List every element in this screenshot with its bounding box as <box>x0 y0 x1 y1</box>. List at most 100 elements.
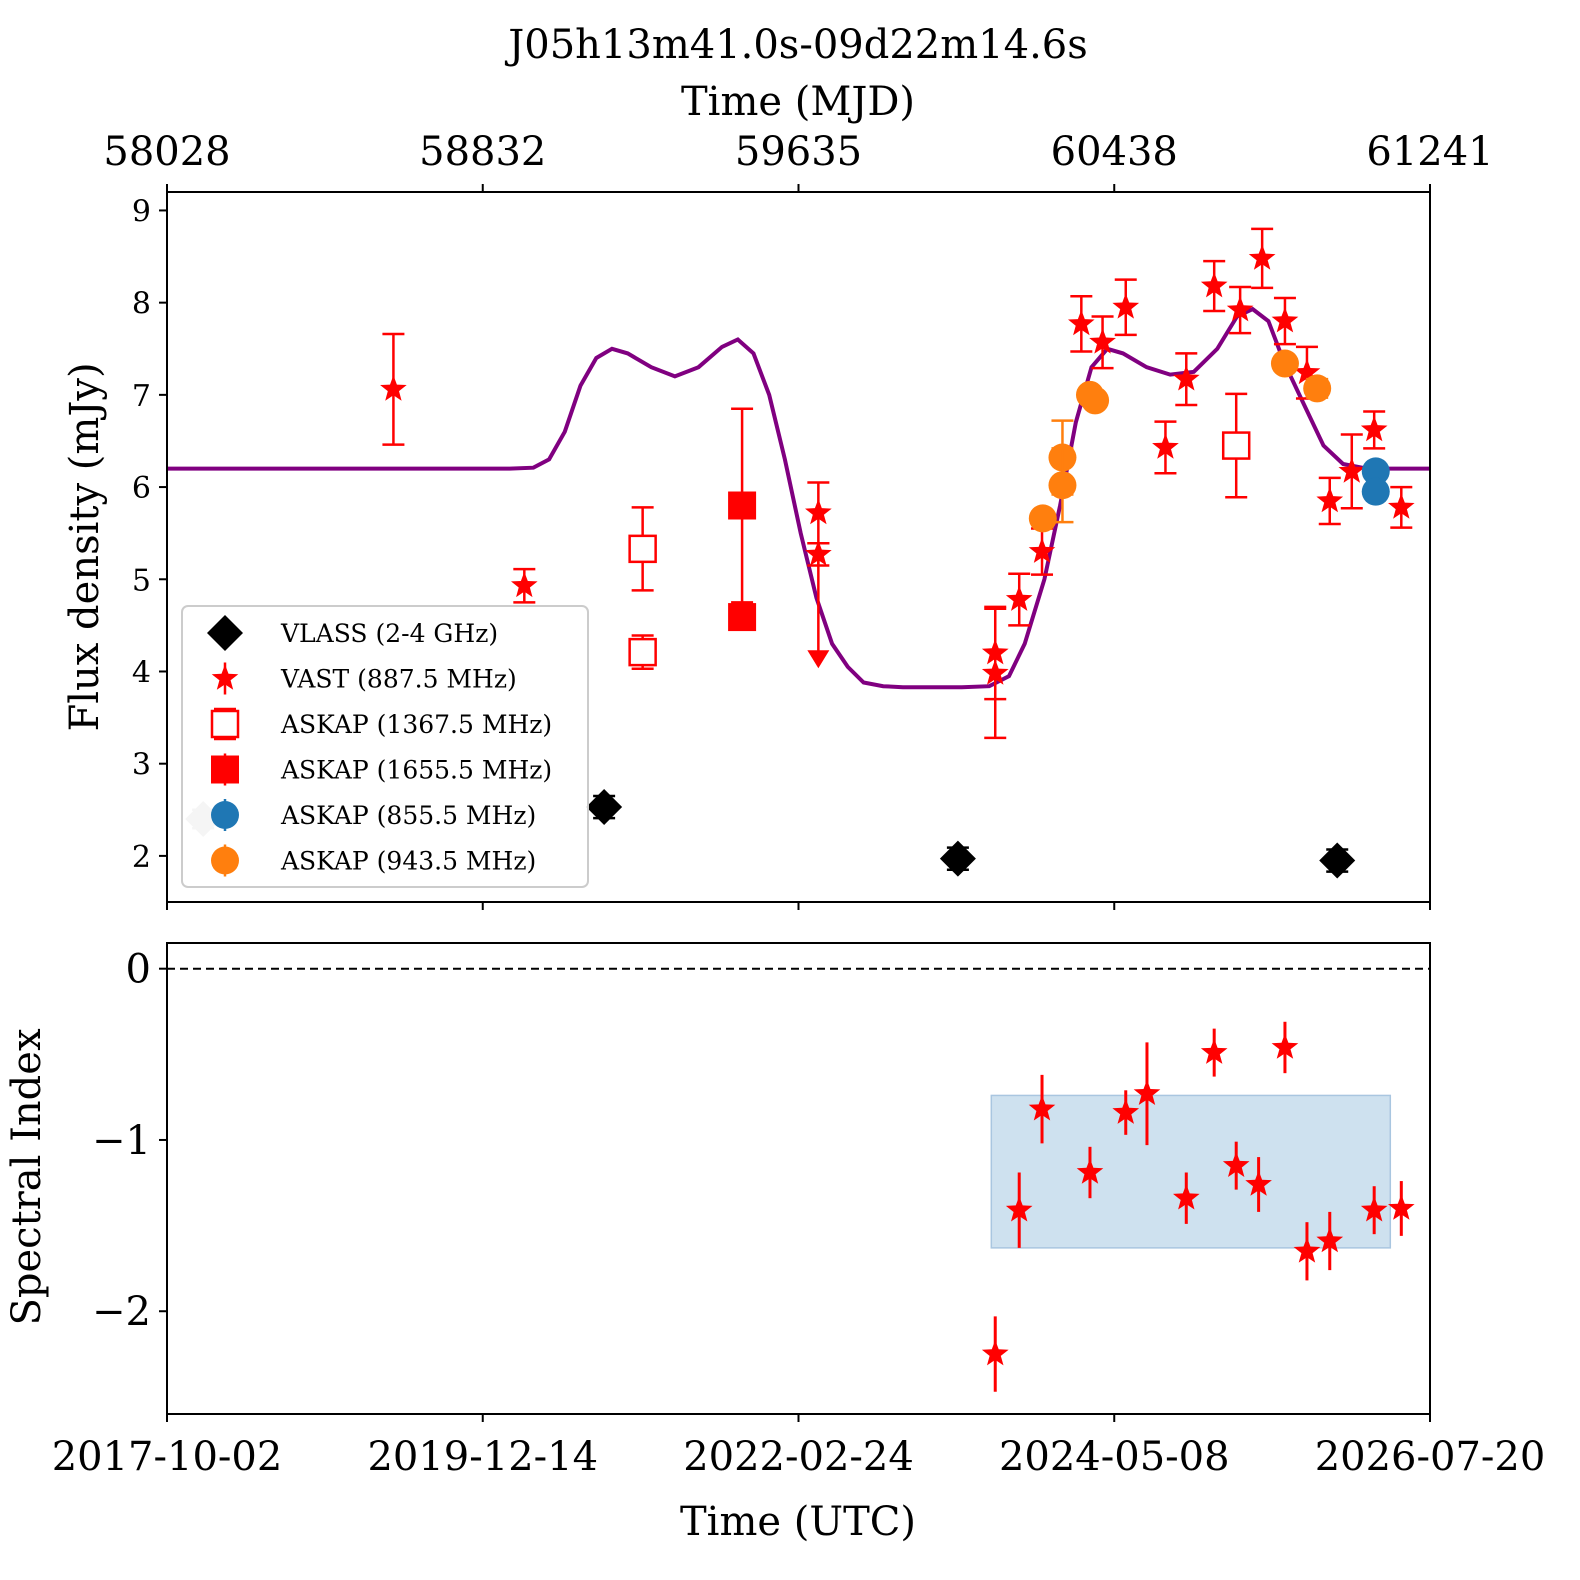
spectral-point <box>1133 1079 1161 1105</box>
data-point <box>1338 457 1366 483</box>
data-point <box>1303 374 1332 403</box>
legend-label: ASKAP (855.5 MHz) <box>280 801 536 830</box>
data-point <box>1028 537 1056 563</box>
data-point <box>1388 493 1415 519</box>
data-point <box>1248 244 1276 270</box>
utc-tick-label: 2024-05-08 <box>999 1434 1230 1480</box>
spectral-point <box>1200 1038 1228 1064</box>
data-point <box>1048 471 1077 500</box>
spectral-point <box>1005 1196 1033 1222</box>
data-point <box>1316 486 1344 513</box>
spectral-y-tick-label: −1 <box>92 1118 151 1164</box>
data-point <box>511 571 538 598</box>
flux-y-axis-label: Flux density (mJy) <box>62 362 108 731</box>
data-point <box>981 659 1009 685</box>
data-point <box>1270 349 1299 378</box>
shaded-band <box>990 1094 1392 1249</box>
spectral-point <box>1388 1194 1415 1220</box>
chart-title: J05h13m41.0s-09d22m14.6s <box>504 22 1088 68</box>
utc-tick-label: 2026-07-20 <box>1315 1434 1546 1480</box>
spectral-point <box>1173 1184 1200 1210</box>
spectral-point <box>1222 1151 1250 1177</box>
data-point <box>1361 457 1390 486</box>
data-point <box>1226 296 1254 322</box>
utc-tick-label: 2017-10-02 <box>52 1434 283 1480</box>
data-point <box>1221 431 1251 460</box>
legend-marker <box>207 615 243 651</box>
flux-y-tick-label: 7 <box>132 379 151 414</box>
data-point <box>586 789 623 826</box>
upper-limit-arrow <box>807 650 830 669</box>
flux-y-tick-label: 4 <box>132 655 151 690</box>
flux-y-tick-label: 8 <box>132 287 151 322</box>
data-point <box>1005 585 1033 611</box>
spectral-axes: −2 −1 0 2017-10-02 2019-12-14 2022-02-24 2024-… <box>52 947 1546 1480</box>
spectral-point <box>1293 1237 1321 1263</box>
data-point <box>728 491 757 520</box>
data-point <box>1028 504 1057 533</box>
data-point <box>939 840 976 877</box>
utc-tick-label: 2019-12-14 <box>367 1434 598 1480</box>
spectral-point <box>1028 1095 1056 1121</box>
legend-box <box>181 605 589 888</box>
legend-label: VAST (887.5 MHz) <box>280 665 517 694</box>
flux-points <box>185 227 1415 879</box>
legend-label: VLASS (2-4 GHz) <box>280 619 498 648</box>
spectral-point <box>1076 1158 1104 1184</box>
spectral-index-panel: −2 −1 0 2017-10-02 2019-12-14 2022-02-24 2024-… <box>4 942 1546 1545</box>
spectral-points <box>981 1021 1415 1392</box>
data-point <box>1319 842 1356 879</box>
legend-marker <box>210 709 240 739</box>
data-point <box>1200 272 1228 298</box>
spectral-point <box>1360 1196 1388 1222</box>
flux-y-tick-label: 3 <box>132 748 151 783</box>
data-point <box>1360 415 1388 442</box>
spectral-y-tick-label: −2 <box>92 1289 151 1335</box>
legend-marker <box>211 846 239 875</box>
flux-y-tick-label: 6 <box>132 471 151 506</box>
legend-marker <box>211 801 239 829</box>
data-point <box>1112 293 1140 319</box>
shaded-band-layer <box>990 1094 1392 1249</box>
spectral-point <box>1245 1170 1272 1196</box>
data-point <box>1293 358 1321 385</box>
flux-panel: 2 3 4 5 6 7 8 9 58028 58832 59635 60438 61241 Flux d… <box>62 129 1494 910</box>
spectral-y-axis-label: Spectral Index <box>4 1028 50 1325</box>
mjd-tick-label: 60438 <box>1051 129 1178 175</box>
spectral-point <box>1112 1098 1140 1124</box>
legend: VLASS (2-4 GHz) VAST (887.5 MHz) ASKAP (13… <box>181 605 589 888</box>
data-point <box>1173 365 1200 391</box>
flux-axes: 2 3 4 5 6 7 8 9 58028 58832 59635 60438 61241 <box>103 129 1494 910</box>
mjd-tick-label: 58832 <box>419 129 546 175</box>
spectral-point <box>981 1340 1009 1366</box>
data-point <box>1089 328 1116 354</box>
data-point <box>380 375 407 401</box>
data-point <box>1068 309 1095 336</box>
spectral-y-tick-label: 0 <box>126 947 151 993</box>
data-point <box>728 603 757 632</box>
mjd-tick-label: 58028 <box>103 129 230 175</box>
legend-marker <box>211 755 239 784</box>
data-point <box>805 498 832 525</box>
spectral-point <box>1316 1227 1344 1253</box>
legend-marker <box>211 664 239 690</box>
mjd-tick-label: 59635 <box>735 129 862 175</box>
data-point <box>1361 477 1390 506</box>
legend-label: ASKAP (1367.5 MHz) <box>280 710 552 739</box>
data-point <box>1081 386 1110 415</box>
utc-tick-label: 2022-02-24 <box>683 1434 914 1480</box>
data-point <box>628 637 657 667</box>
mjd-tick-label: 61241 <box>1366 129 1493 175</box>
data-point <box>1271 307 1299 333</box>
x-axis-label: Time (UTC) <box>680 1499 916 1545</box>
flux-y-tick-label: 9 <box>132 194 151 229</box>
flux-y-tick-label: 5 <box>132 563 151 598</box>
spectral-plot-frame <box>166 942 1431 1415</box>
data-point <box>1152 433 1179 459</box>
legend-label: ASKAP (1655.5 MHz) <box>280 756 552 785</box>
flux-y-tick-label: 2 <box>132 840 151 875</box>
data-point <box>628 534 657 564</box>
legend-label: ASKAP (943.5 MHz) <box>280 847 536 876</box>
flux-plot-frame <box>166 191 1431 903</box>
